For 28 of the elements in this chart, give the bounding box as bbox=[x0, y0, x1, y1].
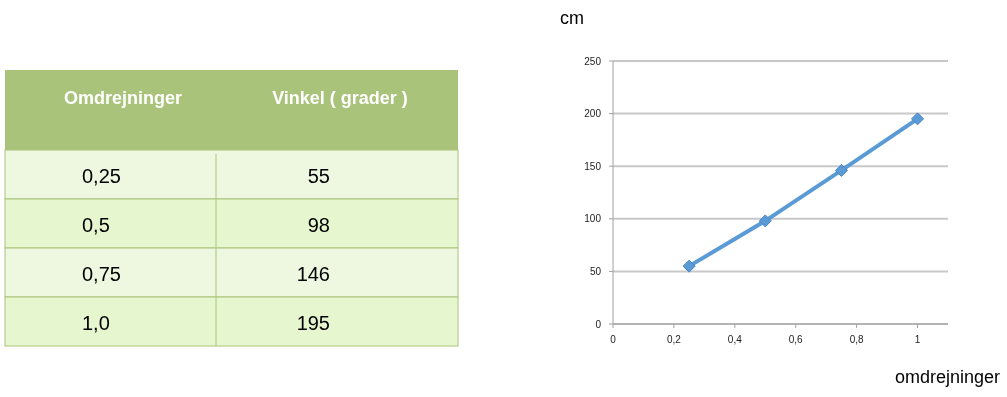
point bbox=[911, 112, 925, 126]
y-tick-label: 150 bbox=[584, 160, 602, 172]
x-tick-label: 0,8 bbox=[849, 334, 865, 345]
text: 55 bbox=[307, 165, 330, 187]
x-axis-title: omdrejninger bbox=[894, 367, 1000, 387]
text: 195 bbox=[296, 312, 330, 334]
x-tick-label: 1 bbox=[914, 334, 921, 345]
y-tick-label: 50 bbox=[589, 265, 602, 277]
text: Vinkel ( grader ) bbox=[272, 88, 408, 108]
point bbox=[834, 163, 848, 177]
text: 146 bbox=[296, 263, 330, 285]
x-tick-label: 0,4 bbox=[727, 334, 743, 345]
y-tick-label: 100 bbox=[584, 213, 602, 225]
point bbox=[758, 214, 772, 228]
text: 98 bbox=[307, 214, 330, 236]
x-tick-label: 0,6 bbox=[788, 334, 804, 345]
y-tick-label: 250 bbox=[584, 55, 602, 67]
text: 0,75 bbox=[82, 263, 121, 285]
text: 0,5 bbox=[82, 214, 110, 236]
text: 0,25 bbox=[82, 165, 121, 187]
y-tick-label: 200 bbox=[584, 108, 602, 120]
point bbox=[682, 259, 696, 273]
text: 1,0 bbox=[82, 312, 110, 334]
x-tick-label: 0 bbox=[610, 334, 617, 345]
y-axis-title: cm bbox=[560, 8, 584, 28]
text: Omdrejninger bbox=[63, 88, 183, 108]
y-tick-label: 0 bbox=[595, 318, 602, 330]
x-tick-label: 0,2 bbox=[666, 334, 682, 345]
